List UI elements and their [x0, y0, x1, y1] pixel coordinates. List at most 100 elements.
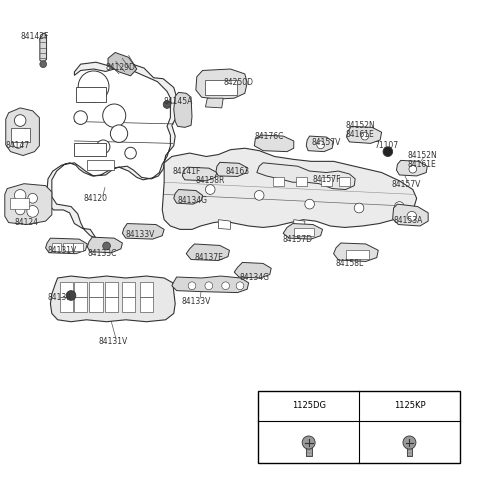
Bar — [89, 282, 103, 297]
Bar — [205, 80, 237, 95]
Text: 84158R: 84158R — [196, 176, 225, 185]
Circle shape — [383, 147, 393, 156]
Polygon shape — [218, 220, 230, 229]
Bar — [60, 297, 73, 312]
Bar — [74, 297, 87, 312]
Circle shape — [15, 205, 25, 215]
Text: 84124: 84124 — [14, 218, 38, 227]
Text: 84161E: 84161E — [346, 130, 374, 139]
Polygon shape — [174, 92, 192, 127]
Bar — [306, 443, 312, 456]
Polygon shape — [186, 244, 229, 260]
Circle shape — [409, 165, 417, 173]
Polygon shape — [182, 167, 217, 181]
Polygon shape — [205, 98, 223, 108]
Circle shape — [317, 141, 324, 149]
Polygon shape — [172, 276, 249, 293]
Polygon shape — [334, 243, 378, 261]
Text: 84129D: 84129D — [106, 63, 135, 71]
Text: 84133V: 84133V — [181, 297, 211, 306]
Text: 84137E: 84137E — [194, 253, 223, 262]
Text: 84133C: 84133C — [87, 249, 117, 258]
Text: 84134G: 84134G — [178, 196, 207, 205]
Circle shape — [14, 115, 26, 126]
Bar — [294, 228, 314, 236]
Circle shape — [103, 242, 110, 250]
Bar — [10, 198, 29, 209]
Bar — [52, 243, 61, 251]
Polygon shape — [306, 136, 334, 152]
Circle shape — [125, 147, 136, 159]
Circle shape — [254, 191, 264, 200]
Circle shape — [302, 436, 315, 449]
Polygon shape — [46, 238, 87, 254]
Polygon shape — [122, 224, 164, 239]
Bar — [296, 177, 307, 186]
Text: 84163: 84163 — [226, 167, 250, 175]
Text: 84176C: 84176C — [254, 132, 284, 140]
Polygon shape — [393, 204, 428, 226]
Circle shape — [361, 132, 369, 140]
Bar — [74, 143, 106, 156]
Text: 84138: 84138 — [47, 293, 71, 302]
Bar — [258, 391, 460, 463]
Polygon shape — [47, 62, 177, 238]
Circle shape — [14, 190, 26, 201]
Bar — [87, 160, 114, 170]
Circle shape — [103, 104, 126, 127]
Polygon shape — [162, 148, 417, 229]
Text: 71107: 71107 — [374, 141, 398, 150]
Text: 84157D: 84157D — [282, 235, 312, 243]
Circle shape — [354, 203, 364, 213]
Bar — [73, 243, 83, 251]
Bar — [60, 282, 73, 297]
Bar — [140, 282, 153, 297]
Polygon shape — [234, 262, 271, 278]
Text: 84152N: 84152N — [407, 151, 437, 160]
Polygon shape — [396, 160, 427, 176]
Text: 84153A: 84153A — [394, 216, 423, 225]
Polygon shape — [257, 163, 355, 190]
Circle shape — [27, 206, 38, 217]
Text: 84158L: 84158L — [335, 259, 363, 268]
Circle shape — [28, 193, 37, 203]
Text: 1125DG: 1125DG — [292, 401, 325, 410]
Bar — [346, 250, 369, 259]
Circle shape — [305, 199, 314, 209]
Polygon shape — [294, 220, 305, 229]
Text: 84141F: 84141F — [173, 167, 201, 175]
Text: 84131V: 84131V — [98, 337, 128, 346]
Text: 84157F: 84157F — [313, 175, 341, 184]
Text: 1125KP: 1125KP — [394, 401, 425, 410]
Bar — [105, 297, 118, 312]
Circle shape — [403, 436, 416, 449]
Circle shape — [20, 129, 30, 139]
Text: 84147: 84147 — [6, 141, 30, 150]
Bar — [122, 297, 135, 312]
Polygon shape — [108, 52, 137, 76]
Text: 84250D: 84250D — [223, 78, 253, 87]
Bar — [11, 128, 30, 142]
Circle shape — [74, 111, 87, 124]
Bar — [105, 282, 118, 297]
Circle shape — [66, 291, 76, 300]
Text: 84133V: 84133V — [126, 230, 155, 239]
Text: 84157V: 84157V — [311, 139, 340, 147]
Circle shape — [395, 202, 404, 211]
Bar — [63, 243, 73, 251]
Polygon shape — [87, 237, 122, 253]
Circle shape — [407, 211, 417, 221]
Polygon shape — [196, 69, 247, 99]
Text: 84157V: 84157V — [391, 180, 420, 189]
Polygon shape — [283, 224, 323, 239]
Bar — [74, 282, 87, 297]
Bar — [140, 297, 153, 312]
Circle shape — [236, 282, 244, 290]
Polygon shape — [40, 33, 47, 62]
Bar — [321, 177, 332, 186]
Text: 84152N: 84152N — [346, 121, 375, 130]
Text: 84161E: 84161E — [407, 160, 436, 169]
Circle shape — [78, 71, 109, 102]
Circle shape — [13, 139, 23, 148]
Circle shape — [205, 185, 215, 194]
